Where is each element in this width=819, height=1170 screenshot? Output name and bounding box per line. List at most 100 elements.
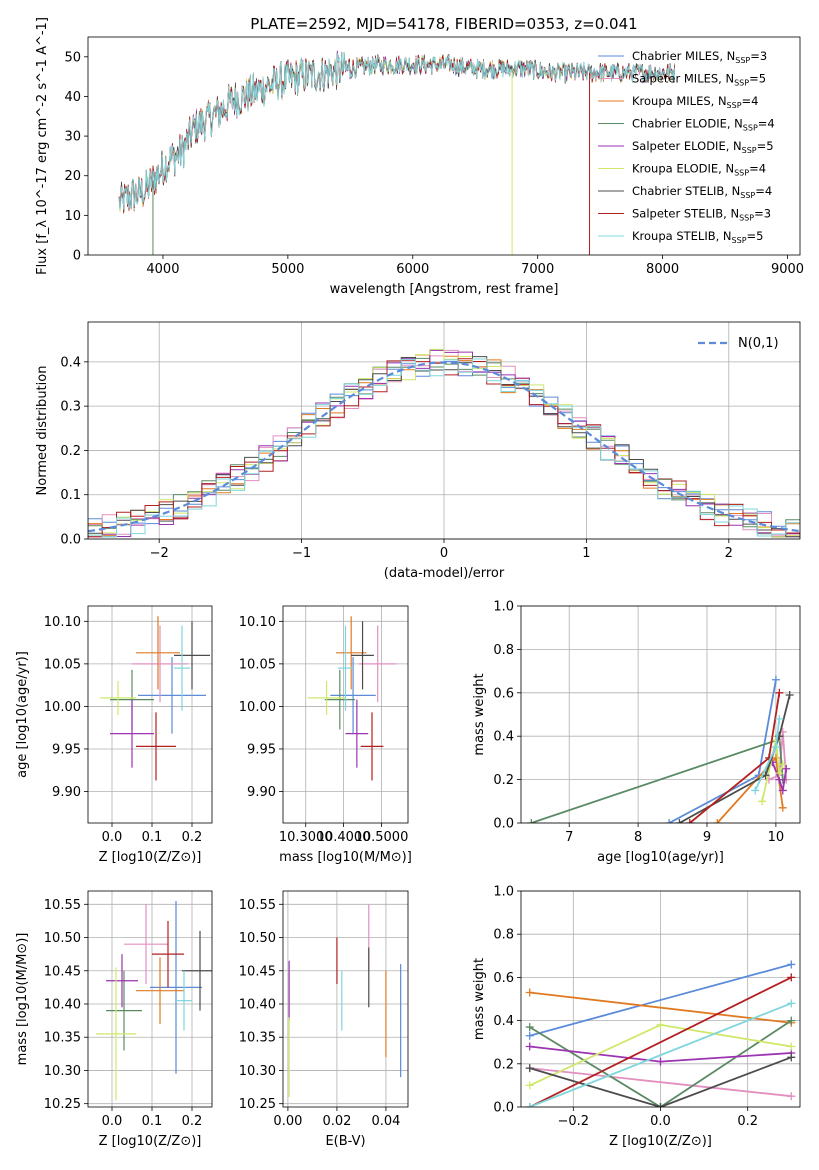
- spectrum-panel: 4000 5000 6000 7000 8000 9000 0 10 20 30 40 50 wavel…: [35, 17, 804, 297]
- mass-vs-Z-frame: [87, 890, 213, 1108]
- y-axis-label: Normed distribution: [35, 366, 50, 496]
- y-tick-label: 10.10: [239, 615, 276, 630]
- weight-marker: [775, 714, 784, 723]
- x-axis-label: wavelength [Angstrom, rest frame]: [330, 282, 559, 297]
- weight-vs-age-plot-area: [527, 675, 794, 823]
- mass-vs-ebv-frame: [282, 890, 409, 1108]
- y-tick-label: 10.40: [239, 997, 276, 1012]
- mass-vs-Z-panel: 0.0 0.1 0.2 10.25 10.30 10.35 10.40 10.45 10.50 1…: [15, 890, 213, 1149]
- x-tick-label: −2: [150, 546, 169, 561]
- y-tick-label: 0.4: [493, 1014, 514, 1029]
- x-tick-label: 0.0: [650, 1114, 671, 1129]
- x-tick-label: 0.2: [737, 1114, 758, 1129]
- legend-label: Chabrier MILES, NSSP=3: [632, 49, 767, 65]
- y-tick-label: 10.45: [239, 964, 276, 979]
- y-tick-label: 10.05: [44, 657, 81, 672]
- y-tick-label: 0: [73, 249, 81, 264]
- x-tick-label: 0.00: [273, 1114, 302, 1129]
- weight-marker: [778, 803, 787, 812]
- weight-marker: [778, 760, 787, 769]
- spectrum-line: [118, 54, 675, 214]
- weight-marker: [656, 1057, 665, 1066]
- weight-marker: [665, 819, 674, 823]
- y-tick-label: 0.4: [60, 355, 81, 370]
- y-tick-label: 10.50: [239, 931, 276, 946]
- legend-label: Kroupa MILES, NSSP=4: [632, 94, 758, 110]
- x-tick-label: 10.4000: [317, 830, 371, 845]
- x-tick-label: 0.1: [142, 830, 163, 845]
- x-axis-label: Z [log10(Z/Z⊙)]: [99, 1134, 202, 1149]
- legend-label: Kroupa ELODIE, NSSP=4: [632, 162, 766, 178]
- x-tick-label: 7000: [521, 262, 554, 277]
- weight-vs-age-panel: 7 8 9 10 0.0 0.2 0.4 0.6 0.8 1.0 age [log10(age/yr…: [472, 600, 801, 865]
- weight-marker: [787, 973, 796, 982]
- weight-marker: [771, 743, 780, 752]
- spectrum-line: [118, 54, 675, 214]
- y-tick-label: 0.2: [493, 1057, 514, 1072]
- weight-line: [529, 1002, 792, 1107]
- spectrum-legend: Chabrier MILES, NSSP=3 Salpeter MILES, NS…: [598, 49, 775, 245]
- x-tick-label: 10.5000: [355, 830, 409, 845]
- y-tick-label: 0.2: [60, 444, 81, 459]
- y-tick-label: 9.90: [52, 785, 81, 800]
- weight-marker: [778, 786, 787, 795]
- x-tick-label: 0.2: [182, 1114, 203, 1129]
- y-tick-label: 10.35: [44, 1031, 81, 1046]
- legend-label: Salpeter STELIB, NSSP=3: [632, 207, 771, 223]
- y-tick-label: 0.4: [493, 730, 514, 745]
- y-tick-label: 1.0: [493, 600, 514, 615]
- histogram-step: [88, 358, 800, 538]
- y-axis-label: Flux [f_λ 10^-17 erg cm^-2 s^-1 A^-1]: [35, 17, 50, 275]
- y-axis-label: mass [log10(M/M⊙)]: [15, 933, 30, 1066]
- legend-label: Salpeter ELODIE, NSSP=5: [632, 139, 774, 155]
- y-tick-label: 10.00: [239, 700, 276, 715]
- spectrum-line: [118, 51, 675, 211]
- y-tick-label: 10: [64, 209, 81, 224]
- weight-marker: [525, 1064, 534, 1073]
- y-tick-label: 30: [64, 130, 81, 145]
- legend-label: Chabrier ELODIE, NSSP=4: [632, 117, 775, 133]
- x-tick-label: 0.1: [142, 1114, 163, 1129]
- weight-marker: [713, 819, 722, 823]
- x-tick-label: 5000: [271, 262, 304, 277]
- x-tick-label: 2: [725, 546, 733, 561]
- legend-label: Chabrier STELIB, NSSP=4: [632, 184, 772, 200]
- y-tick-label: 10.55: [239, 898, 276, 913]
- weight-marker: [525, 1023, 534, 1032]
- weight-marker: [656, 1020, 665, 1029]
- weight-vs-Z-plot-area: [525, 960, 796, 1107]
- residuals-frame: [87, 321, 801, 540]
- y-tick-label: 10.25: [239, 1097, 276, 1112]
- legend-label: Kroupa STELIB, NSSP=5: [632, 229, 763, 245]
- weight-marker: [525, 1042, 534, 1051]
- weight-marker: [775, 769, 784, 778]
- y-tick-label: 10.35: [239, 1031, 276, 1046]
- x-tick-label: 10.3000: [279, 830, 333, 845]
- weight-marker: [525, 1031, 534, 1040]
- spectrum-line: [118, 50, 675, 213]
- weight-line: [771, 761, 788, 791]
- mass-vs-ebv-plot-area: [288, 904, 402, 1098]
- weight-marker: [787, 1053, 796, 1062]
- weight-line: [529, 976, 792, 1107]
- residuals-panel: −2 −1 0 1 2 0.0 0.1 0.2 0.3 0.4 (data-model)/error…: [35, 321, 801, 581]
- weight-line: [529, 1067, 792, 1098]
- y-tick-label: 10.50: [44, 931, 81, 946]
- weight-marker: [782, 764, 791, 773]
- x-axis-label: mass [log10(M/M⊙)]: [279, 850, 412, 865]
- weight-vs-age-frame: [520, 605, 801, 824]
- y-axis-label: mass weight: [472, 958, 487, 1040]
- weight-marker: [527, 819, 536, 823]
- weight-line: [529, 963, 792, 1037]
- x-tick-label: 0.02: [322, 1114, 351, 1129]
- figure-title: PLATE=2592, MJD=54178, FIBERID=0353, z=0…: [250, 15, 637, 33]
- spectrum-line: [118, 52, 675, 210]
- x-tick-label: 0: [440, 546, 448, 561]
- spectrum-frame: [87, 36, 801, 256]
- x-tick-label: 9000: [771, 262, 804, 277]
- residuals-plot-area: [88, 348, 800, 538]
- weight-line: [529, 1056, 792, 1107]
- x-tick-label: 0.2: [182, 830, 203, 845]
- normal-curve: [88, 361, 800, 533]
